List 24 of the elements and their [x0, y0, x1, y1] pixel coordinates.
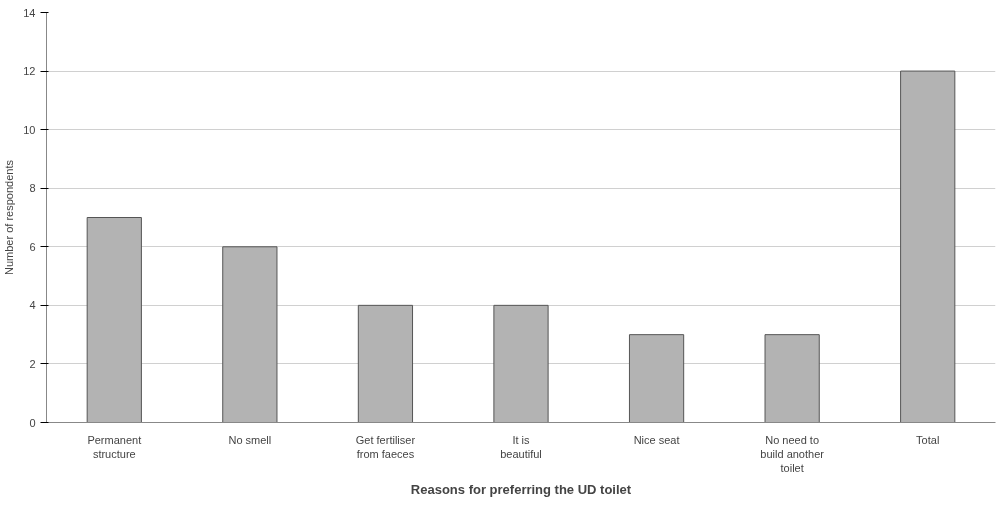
- bar: [222, 246, 278, 423]
- y-tick-label: 0: [29, 416, 36, 429]
- x-tick-label: It is beautiful: [500, 433, 542, 460]
- x-tick-label: Get fertiliser from faeces: [355, 433, 416, 460]
- y-tick-label: 10: [23, 123, 36, 136]
- bar: [357, 304, 414, 423]
- y-tick-label: 2: [29, 357, 36, 370]
- x-tick-label: Permanent structure: [87, 433, 142, 460]
- y-tick-label: 14: [23, 6, 36, 19]
- bar: [493, 304, 549, 423]
- x-tick-label: No need to build another toilet: [760, 433, 825, 475]
- x-tick-label: Nice seat: [633, 433, 680, 446]
- y-axis-title: Number of respondents: [3, 159, 16, 275]
- bar: [86, 217, 142, 423]
- bar: [764, 334, 820, 423]
- x-tick-label: Total: [916, 433, 940, 446]
- y-tick-label: 4: [29, 299, 36, 312]
- y-tick-label: 12: [23, 65, 36, 78]
- y-tick-label: 8: [29, 182, 36, 195]
- x-tick-label: No smell: [228, 433, 272, 446]
- bar: [900, 70, 956, 423]
- bar: [628, 334, 685, 423]
- y-tick-label: 6: [29, 240, 36, 253]
- x-axis-title: Reasons for preferring the UD toilet: [410, 482, 632, 498]
